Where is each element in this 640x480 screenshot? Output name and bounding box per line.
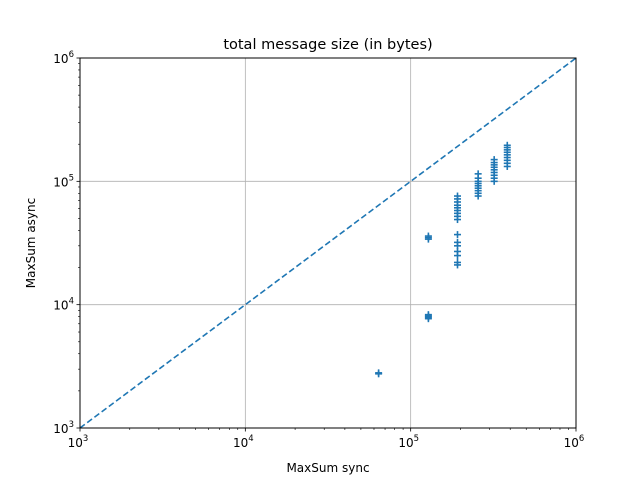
chart-title: total message size (in bytes) xyxy=(223,37,432,53)
data-point xyxy=(454,231,462,239)
y-tick-exponent: 3 xyxy=(69,420,74,430)
data-point xyxy=(424,311,432,319)
data-point xyxy=(375,369,383,377)
data-point xyxy=(503,141,511,149)
y-tick-base: 10 xyxy=(53,422,68,436)
data-point xyxy=(490,156,498,164)
y-tick-label: 106 xyxy=(53,50,74,66)
y-tick-base: 10 xyxy=(53,175,68,189)
data-point xyxy=(454,238,462,246)
y-tick-base: 10 xyxy=(53,299,68,313)
data-point xyxy=(454,258,462,266)
diagonal-line xyxy=(79,57,577,429)
data-point xyxy=(474,170,482,178)
y-tick-exponent: 5 xyxy=(69,173,74,183)
x-tick-exponent: 5 xyxy=(414,434,419,444)
x-axis-label: MaxSum sync xyxy=(286,461,369,475)
y-axis-label: MaxSum async xyxy=(24,198,38,288)
major-ticks xyxy=(76,57,577,432)
plot-area xyxy=(76,57,577,432)
x-tick-exponent: 6 xyxy=(579,434,584,444)
data-point xyxy=(424,232,432,240)
y-tick-label: 103 xyxy=(53,420,74,436)
data-point xyxy=(454,192,462,200)
reference-diagonal xyxy=(79,57,577,429)
y-tick-base: 10 xyxy=(53,52,68,66)
axes-frame xyxy=(79,57,577,429)
x-tick-exponent: 4 xyxy=(248,434,253,444)
data-markers xyxy=(375,141,511,378)
y-tick-label: 104 xyxy=(53,297,74,313)
x-tick-exponent: 3 xyxy=(83,434,88,444)
y-tick-label: 105 xyxy=(53,173,74,189)
y-tick-exponent: 6 xyxy=(69,50,74,60)
y-tick-exponent: 4 xyxy=(69,297,74,307)
